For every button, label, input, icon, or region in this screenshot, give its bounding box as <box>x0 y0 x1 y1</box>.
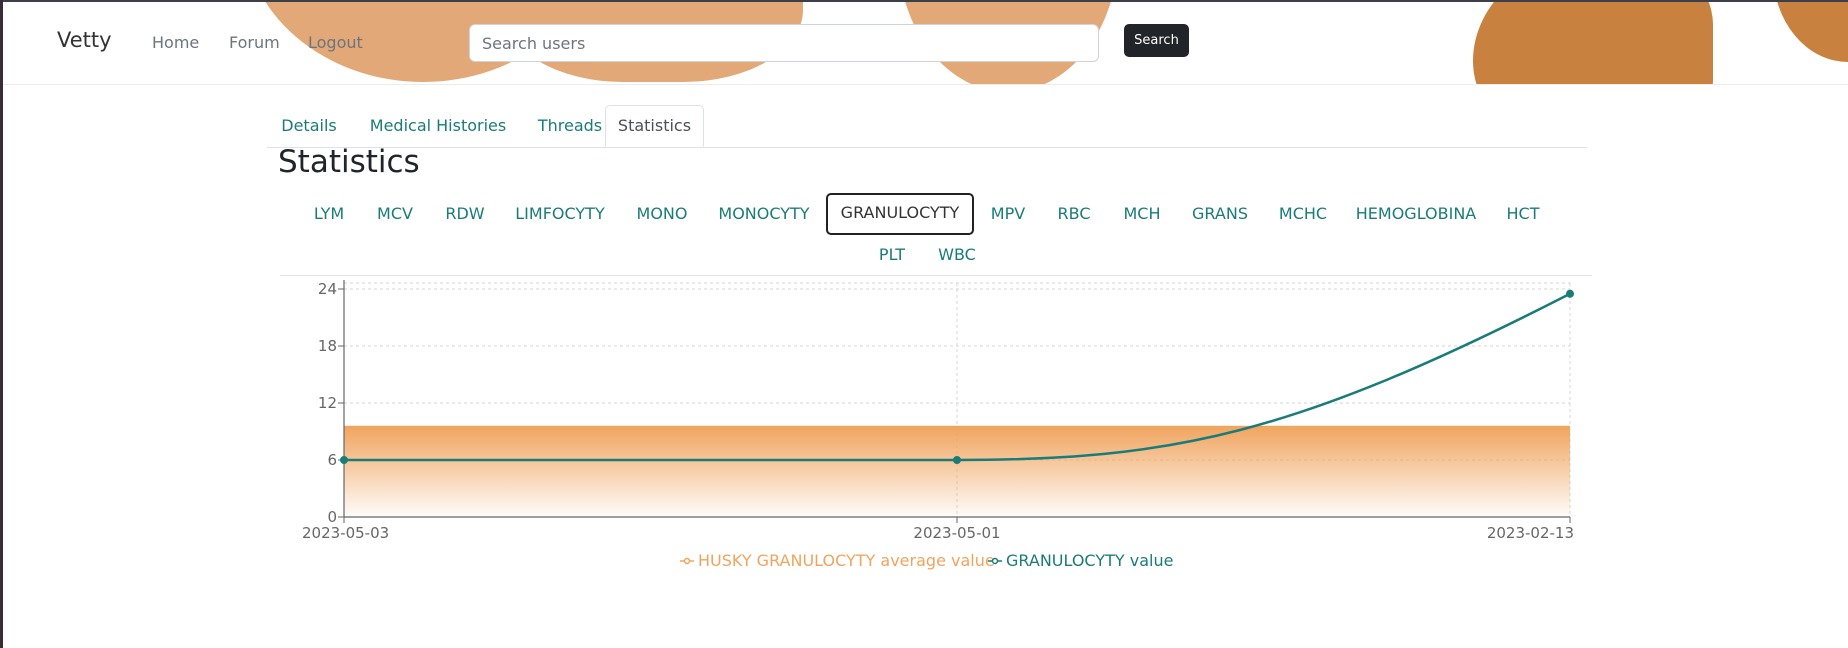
nav-link-forum[interactable]: Forum <box>229 33 280 52</box>
y-tick-label: 0 <box>327 508 337 526</box>
metric-hemoglobina[interactable]: HEMOGLOBINA <box>1355 204 1477 223</box>
metric-rdw[interactable]: RDW <box>445 204 485 223</box>
nav-link-home[interactable]: Home <box>152 33 200 52</box>
tab-medical-histories[interactable]: Medical Histories <box>369 116 507 135</box>
search-input[interactable] <box>469 24 1099 62</box>
tab-threads[interactable]: Threads <box>537 116 603 135</box>
tab-statistics[interactable]: Statistics <box>605 105 704 147</box>
search-button[interactable]: Search <box>1124 24 1189 57</box>
navbar: Vetty Home Forum Logout Search <box>3 2 1848 85</box>
y-tick-label: 24 <box>318 280 337 298</box>
series-line-granulocyty <box>344 292 1571 462</box>
profile-tabs: Details Medical Histories Threads Statis… <box>267 105 1587 148</box>
data-point <box>340 456 348 464</box>
nav-link-logout[interactable]: Logout <box>308 33 363 52</box>
metric-mono[interactable]: MONO <box>636 204 688 223</box>
legend-marker-average-dot <box>683 557 691 565</box>
y-tick-label: 12 <box>318 394 337 412</box>
metric-plt[interactable]: PLT <box>878 245 906 264</box>
x-tick-label: 2023-05-03 <box>302 524 389 542</box>
metric-granulocyty[interactable]: GRANULOCYTY <box>826 193 974 235</box>
data-point <box>1566 289 1574 298</box>
metric-mch[interactable]: MCH <box>1123 204 1161 223</box>
metric-lym[interactable]: LYM <box>313 204 345 223</box>
data-point <box>953 456 961 464</box>
decorative-blob <box>1773 2 1848 62</box>
metric-hct[interactable]: HCT <box>1506 204 1540 223</box>
legend-marker-series-dot <box>991 557 999 565</box>
x-tick-label: 2023-05-01 <box>913 524 1000 542</box>
chart-legend: HUSKY GRANULOCYTY average value GRANULOC… <box>680 551 1173 570</box>
metric-mchc[interactable]: MCHC <box>1278 204 1328 223</box>
legend-label-average[interactable]: HUSKY GRANULOCYTY average value <box>698 551 995 570</box>
tab-details[interactable]: Details <box>281 116 337 135</box>
page-title: Statistics <box>278 144 420 180</box>
decorative-blob <box>1473 2 1713 84</box>
y-tick-label: 18 <box>318 337 337 355</box>
metric-mcv[interactable]: MCV <box>377 204 413 223</box>
metric-monocyty[interactable]: MONOCYTY <box>718 204 810 223</box>
average-range-band <box>344 425 1570 517</box>
metric-grans[interactable]: GRANS <box>1192 204 1248 223</box>
metric-mpv[interactable]: MPV <box>990 204 1026 223</box>
y-tick-label: 6 <box>327 451 337 469</box>
brand-logo[interactable]: Vetty <box>57 28 112 52</box>
legend-label-series[interactable]: GRANULOCYTY value <box>1006 551 1173 570</box>
metric-wbc[interactable]: WBC <box>938 245 976 264</box>
metric-limfocyty[interactable]: LIMFOCYTY <box>515 204 605 223</box>
x-tick-label: 2023-02-13 <box>1487 524 1574 542</box>
statistics-chart: 0 6 12 18 24 2023-05-03 2023-05-01 2023-02-13 … <box>280 275 1592 576</box>
metric-rbc[interactable]: RBC <box>1057 204 1091 223</box>
